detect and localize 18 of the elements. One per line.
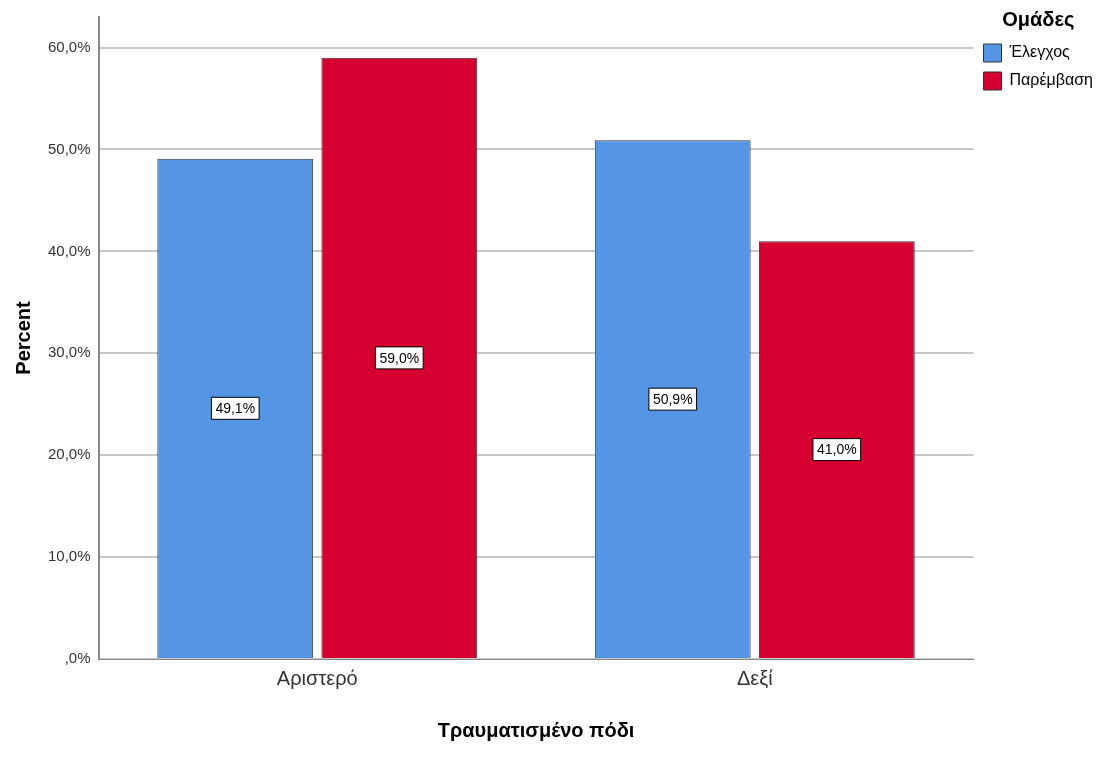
y-tick-label: 50,0% — [47, 139, 91, 157]
y-axis-title: Percent — [11, 300, 34, 375]
y-tick-label: ,0% — [64, 649, 91, 667]
x-axis-title: Τραυματισμένο πόδι — [437, 718, 635, 741]
data-label: 59,0% — [379, 349, 420, 366]
data-label: 41,0% — [816, 441, 857, 458]
x-tick-label: Αριστερό — [276, 666, 358, 689]
legend-title: Ομάδες — [1002, 7, 1075, 30]
y-tick-label: 60,0% — [47, 37, 91, 55]
y-tick-label: 30,0% — [47, 343, 91, 361]
data-label: 49,1% — [215, 400, 256, 417]
x-tick-label: Δεξί — [736, 666, 774, 689]
y-tick-label: 40,0% — [47, 241, 91, 259]
data-label: 50,9% — [652, 391, 693, 408]
legend-label: Έλεγχος — [1008, 43, 1071, 61]
y-tick-label: 20,0% — [47, 445, 91, 463]
legend-label: Παρέμβαση — [1009, 71, 1093, 89]
y-tick-label: 10,0% — [47, 547, 91, 565]
